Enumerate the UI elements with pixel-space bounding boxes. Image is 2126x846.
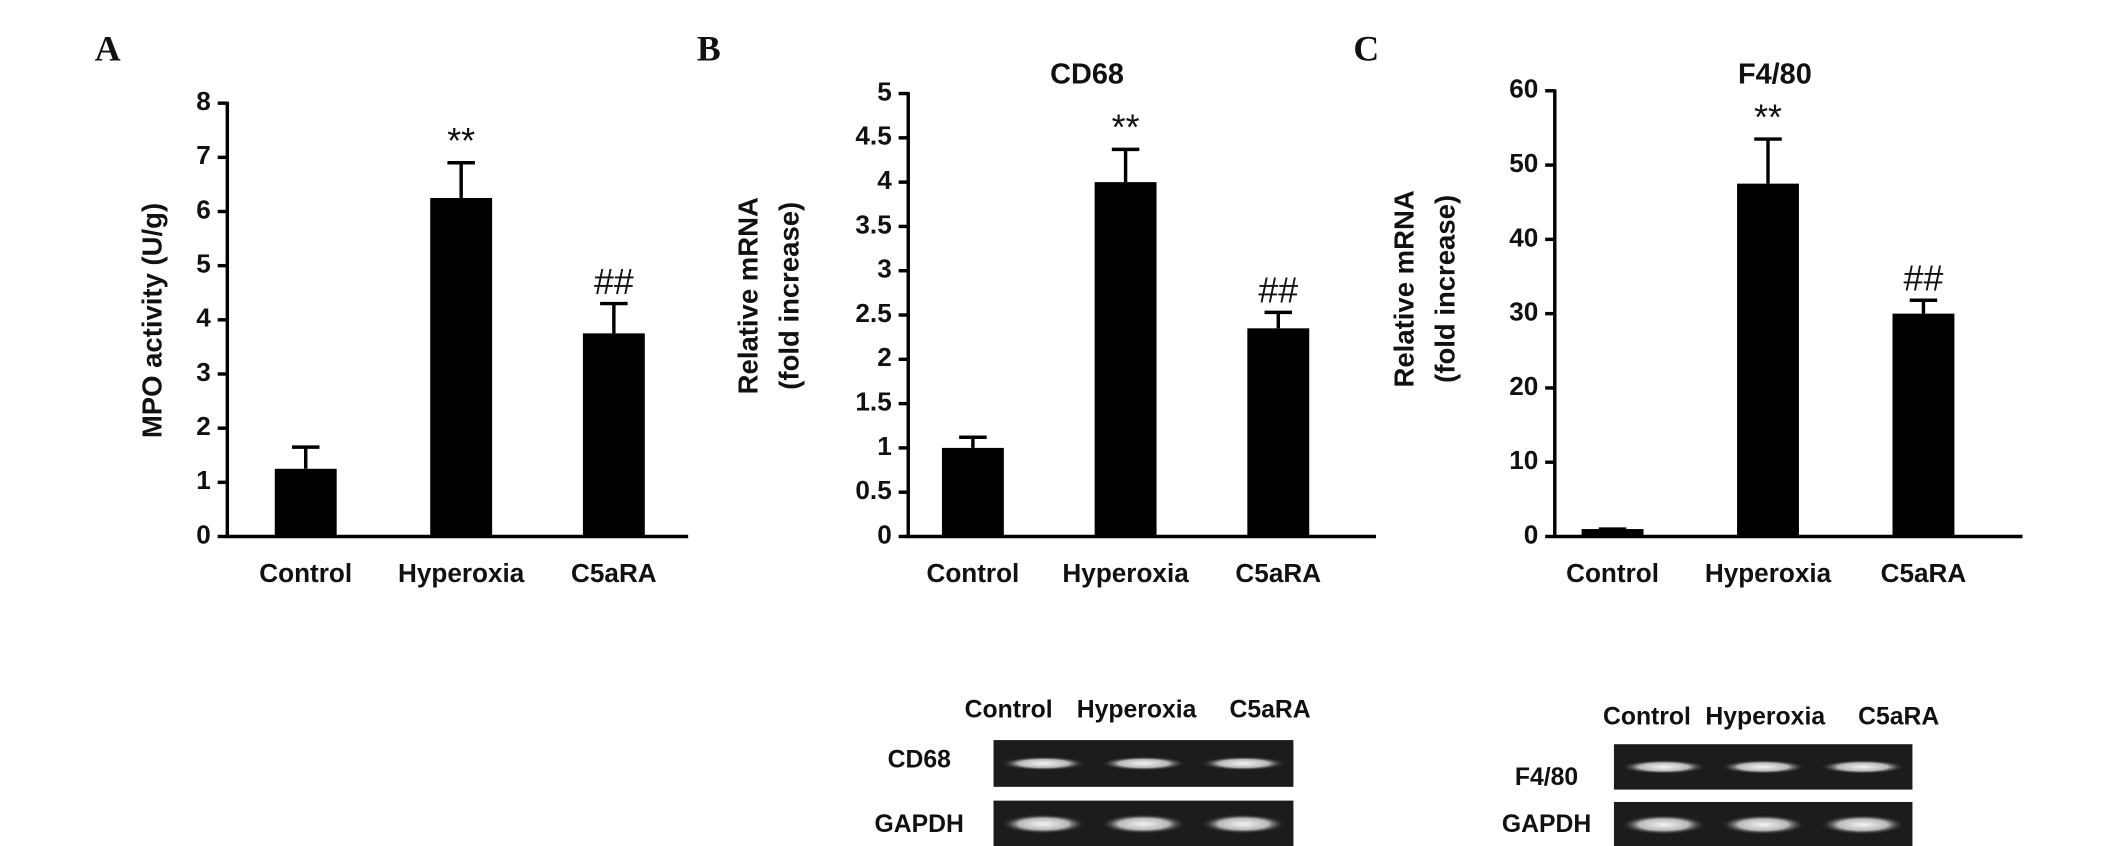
y-axis-label: Relative mRNA (732, 197, 763, 394)
y-tick-label: 7 (196, 140, 211, 170)
row-label: GAPDH (1502, 811, 1591, 838)
gel-band (1101, 814, 1186, 834)
significance-label: ** (447, 121, 475, 161)
y-tick-label: 3.5 (855, 209, 891, 239)
gel-band (1101, 756, 1186, 771)
y-tick-label: 40 (1509, 222, 1538, 252)
bar (274, 468, 337, 537)
category-label: Control (1566, 558, 1659, 588)
lane-label: C5aRA (1858, 704, 1939, 731)
bar (1247, 328, 1310, 537)
category-label: C5aRA (1235, 558, 1321, 588)
gel-band (1001, 756, 1086, 771)
y-tick-label: 4.5 (855, 121, 891, 151)
y-tick-label: 2 (196, 411, 211, 441)
panel-label: C (1353, 28, 1379, 68)
lane-label: Hyperoxia (1705, 704, 1825, 731)
y-axis-label: Relative mRNA (1388, 190, 1419, 387)
y-tick-label: 4 (877, 165, 892, 195)
bar (941, 447, 1004, 537)
y-axis-label: MPO activity (U/g) (137, 203, 168, 438)
row-label: F4/80 (1515, 764, 1578, 791)
y-tick-label: 1 (196, 465, 211, 495)
gel-band (1721, 815, 1805, 835)
error-bar (1909, 298, 1938, 314)
bar (1094, 182, 1157, 537)
y-tick-label: 2 (877, 342, 892, 372)
row-label: CD68 (888, 746, 951, 773)
category-label: C5aRA (1881, 558, 1967, 588)
error-bar (600, 301, 628, 334)
significance-label: ## (1904, 258, 1944, 298)
error-bar (291, 445, 320, 469)
y-tick-label: 0 (1524, 519, 1539, 549)
error-bar (959, 435, 987, 448)
category-label: Control (259, 558, 352, 588)
y-tick-label: 0 (877, 519, 892, 549)
y-tick-label: 3 (877, 254, 892, 284)
gel-band (1201, 756, 1286, 771)
category-label: Hyperoxia (1705, 558, 1832, 588)
gel-band (1820, 760, 1905, 774)
gel-band (1820, 815, 1905, 835)
y-tick-label: 50 (1509, 148, 1538, 178)
panel-label: B (697, 28, 721, 68)
gel-band (1621, 815, 1706, 835)
y-tick-label: 2.5 (855, 298, 891, 328)
chart-title: CD68 (1050, 58, 1124, 90)
category-label: Hyperoxia (398, 558, 525, 588)
lane-label: Control (1603, 704, 1691, 731)
significance-label: ## (594, 262, 634, 302)
gel-band (1621, 760, 1706, 774)
error-bar (1111, 147, 1140, 183)
row-label: GAPDH (875, 811, 964, 838)
category-label: Hyperoxia (1062, 558, 1189, 588)
chart-title: F4/80 (1738, 58, 1812, 90)
y-tick-label: 1 (877, 431, 892, 461)
significance-label: ** (1754, 97, 1782, 137)
category-label: C5aRA (571, 558, 657, 588)
significance-label: ## (1258, 271, 1298, 311)
panel-label: A (95, 28, 121, 68)
y-tick-label: 5 (877, 76, 892, 106)
y-tick-label: 20 (1509, 371, 1538, 401)
y-tick-label: 30 (1509, 297, 1538, 327)
y-tick-label: 8 (196, 86, 211, 116)
y-axis-label: (fold increase) (1430, 195, 1461, 383)
y-tick-label: 0.5 (855, 475, 891, 505)
category-label: Control (926, 558, 1019, 588)
bar (430, 197, 493, 537)
y-tick-label: 6 (196, 194, 211, 224)
y-tick-label: 1.5 (855, 387, 891, 417)
y-tick-label: 4 (196, 303, 211, 333)
gel-band (1001, 814, 1086, 834)
y-tick-label: 5 (196, 249, 211, 279)
lane-label: Control (965, 697, 1053, 724)
error-bar (1754, 137, 1782, 184)
gel-band (1721, 760, 1805, 774)
y-tick-label: 3 (196, 357, 211, 387)
significance-label: ** (1112, 108, 1140, 148)
error-bar (1264, 310, 1293, 329)
bar (1892, 313, 1955, 537)
lane-label: Hyperoxia (1077, 697, 1197, 724)
y-tick-label: 10 (1509, 445, 1538, 475)
error-bar (447, 161, 475, 198)
y-tick-label: 0 (196, 519, 211, 549)
lane-label: C5aRA (1229, 697, 1310, 724)
bar (582, 333, 645, 537)
y-axis-label: (fold increase) (774, 202, 805, 390)
bar (1581, 529, 1644, 537)
bar (1737, 183, 1799, 537)
y-tick-label: 60 (1509, 74, 1538, 104)
gel-band (1201, 814, 1286, 834)
